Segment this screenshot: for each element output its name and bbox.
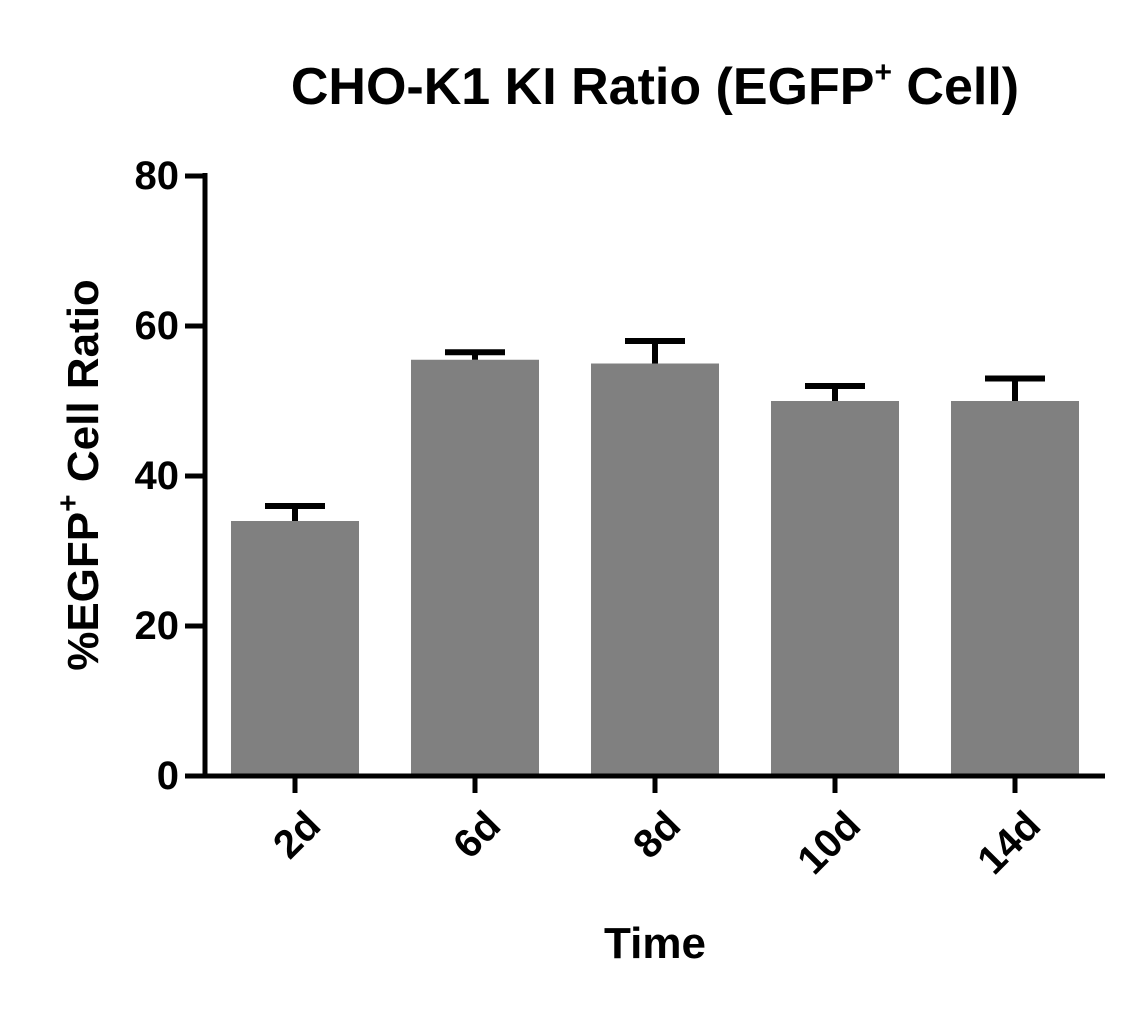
x-tick-label-14d: 14d bbox=[969, 803, 1049, 883]
x-tick-label-8d: 8d bbox=[625, 803, 689, 867]
y-tick-label-60: 60 bbox=[135, 304, 180, 348]
bar-6d bbox=[411, 359, 539, 776]
x-ticks-group: 2d 6d 8d 10d 14d bbox=[265, 776, 1049, 883]
y-tick-label-20: 20 bbox=[135, 604, 180, 648]
bar-2d bbox=[231, 521, 359, 776]
chart-title-main: CHO-K1 KI Ratio (EGFP bbox=[291, 58, 875, 116]
chart-title-superscript: + bbox=[874, 56, 892, 89]
bars-group bbox=[231, 359, 1079, 776]
y-axis-label-end: Cell Ratio bbox=[59, 279, 108, 494]
y-axis-label: %EGFP+ Cell Ratio bbox=[52, 279, 108, 671]
x-axis-label: Time bbox=[604, 919, 706, 968]
x-tick-label-6d: 6d bbox=[445, 803, 509, 867]
y-tick-label-80: 80 bbox=[135, 154, 180, 198]
chart-title-end: Cell) bbox=[892, 58, 1019, 116]
bar-14d bbox=[951, 401, 1079, 776]
error-bars-group bbox=[265, 338, 1045, 521]
y-axis-label-superscript: + bbox=[52, 494, 85, 512]
bar-8d bbox=[591, 363, 719, 776]
x-tick-label-10d: 10d bbox=[789, 803, 869, 883]
x-tick-label-2d: 2d bbox=[265, 803, 329, 867]
y-axis-label-main: %EGFP bbox=[59, 512, 108, 671]
y-ticks-group: 0 20 40 60 80 bbox=[135, 154, 205, 798]
y-tick-label-0: 0 bbox=[157, 754, 179, 798]
bar-10d bbox=[771, 401, 899, 776]
chart-title: CHO-K1 KI Ratio (EGFP+ Cell) bbox=[291, 56, 1019, 116]
y-tick-label-40: 40 bbox=[135, 454, 180, 498]
